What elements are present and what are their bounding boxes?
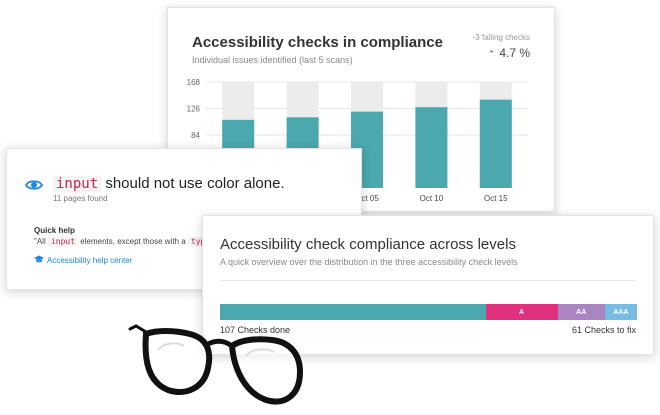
level-segment-aa: AA [557,304,605,320]
chart-subtitle: Individual issues identified (last 5 sca… [192,55,353,65]
levels-stacked-bar: A AA AAA [220,304,637,320]
quick-help-text: "All input elements, except those with a… [34,237,214,246]
quick-help-prefix: "All [34,237,46,246]
kpi-value: 4.7 % [499,46,530,60]
eye-icon [25,180,43,190]
x-tick-label: Oct 15 [484,194,508,203]
levels-subtitle: A quick overview over the distribution i… [220,257,518,267]
quick-help-code-type: type [187,237,214,246]
issue-heading-text: should not use color alone. [105,175,285,192]
bar-compliant [479,99,512,188]
chart-title: Accessibility checks in compliance [192,34,443,51]
failing-checks-label: -3 failing checks [472,33,530,42]
level-segment-a: A [485,304,558,320]
issue-code: input [53,176,102,192]
x-tick-label: Oct 10 [420,194,444,203]
quick-help-middle: elements, except those with a [80,237,186,246]
graduation-cap-icon [34,255,44,265]
quick-help-title: Quick help [34,226,75,235]
y-tick-label: 84 [191,131,200,140]
x-tick-label: Oct 05 [355,194,379,203]
level-segment-done [220,304,486,320]
help-center-link[interactable]: Accessibility help center [34,255,132,265]
bar-compliant [415,107,448,188]
level-segment-aaa: AAA [604,304,637,320]
pages-found: 11 pages found [53,194,108,203]
divider [220,280,636,281]
issue-heading: input should not use color alone. [53,175,285,192]
quick-help-code: input [47,237,79,246]
levels-card: Accessibility check compliance across le… [202,215,654,355]
kpi-change: ⌃ 4.7 % [488,46,530,60]
help-center-link-text: Accessibility help center [47,256,133,265]
trend-up-icon: ⌃ [487,49,496,59]
eyeglasses-illustration [128,324,304,405]
y-tick-label: 126 [187,105,201,114]
levels-title: Accessibility check compliance across le… [220,236,516,253]
y-tick-label: 168 [187,78,201,87]
checks-done-label: 107 Checks done [220,325,291,335]
checks-to-fix-label: 61 Checks to fix [571,325,636,335]
